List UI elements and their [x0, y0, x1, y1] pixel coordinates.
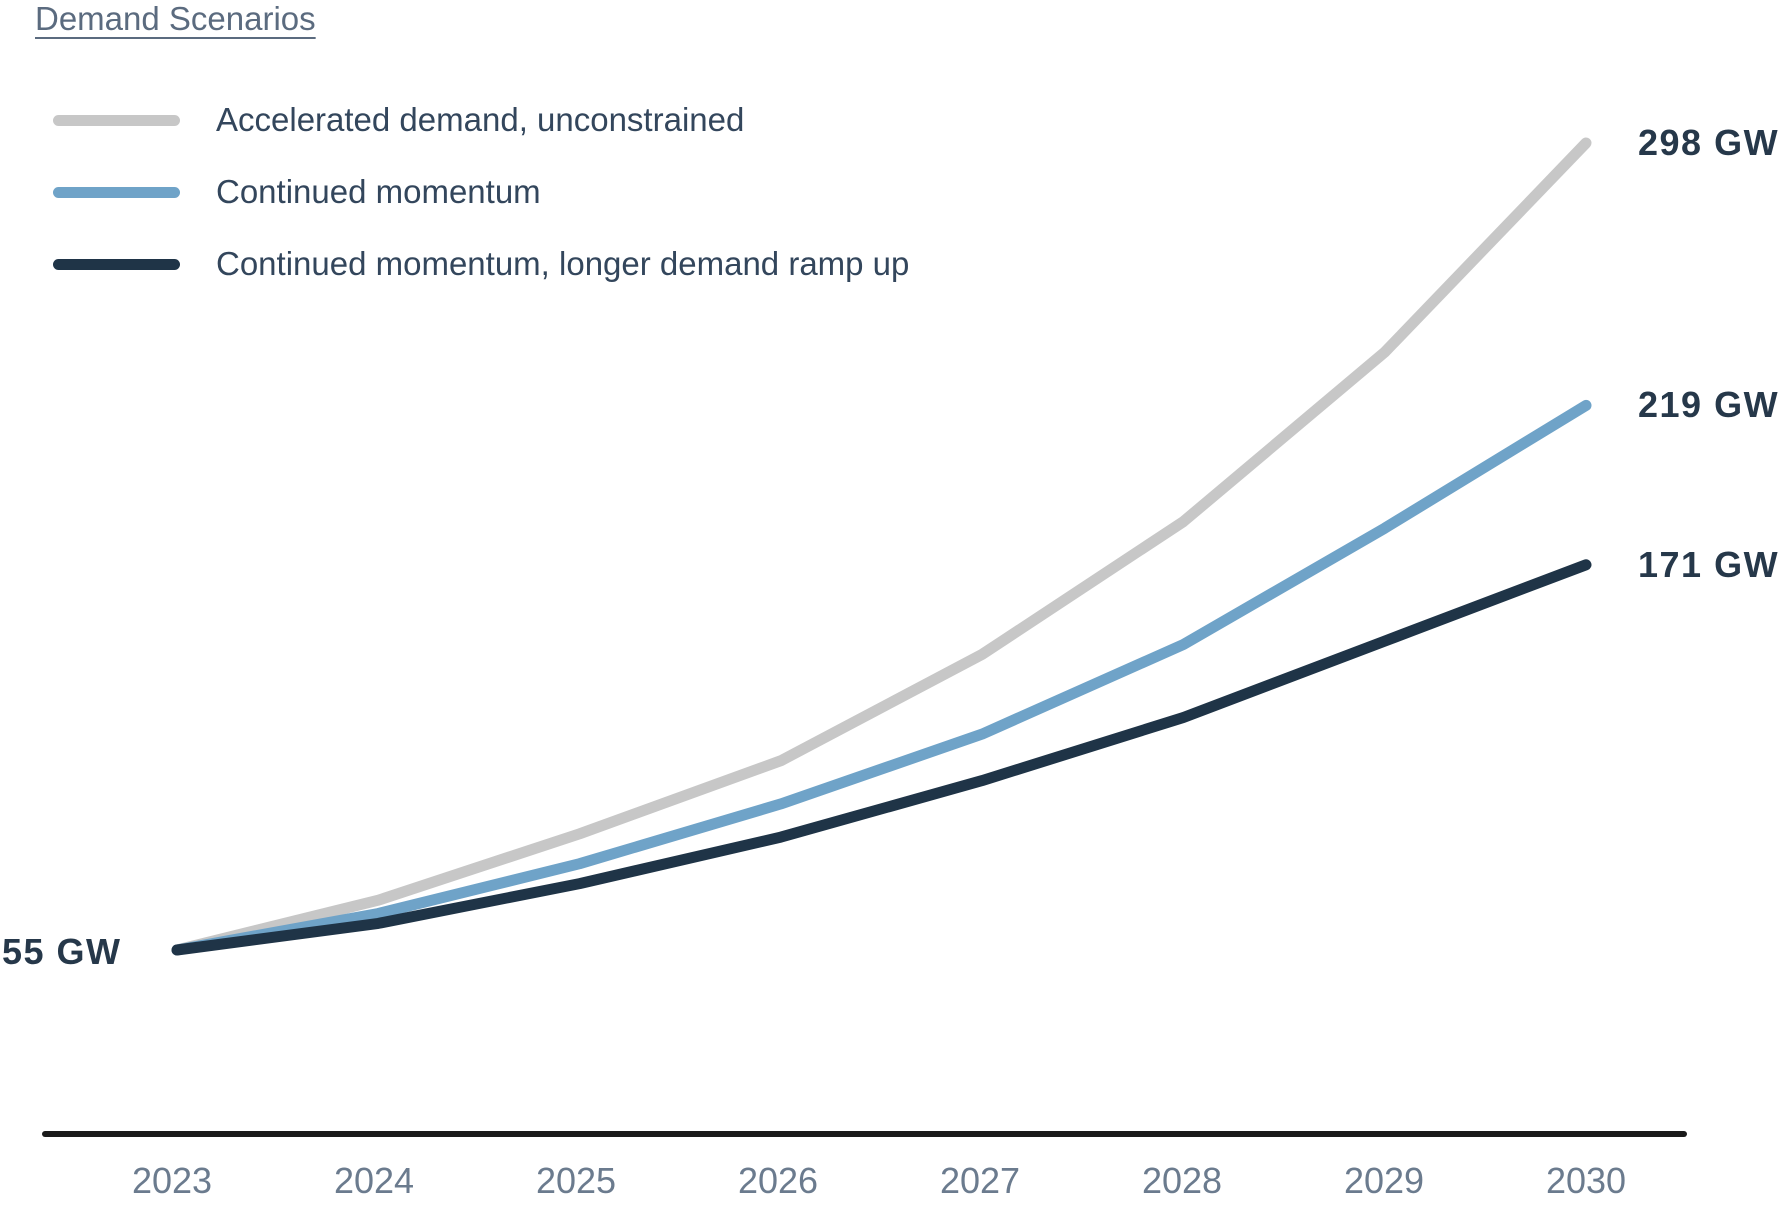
- legend-swatch-gray-line: [53, 114, 180, 126]
- end-value-label-longer-ramp-up: 171 GW: [1638, 543, 1780, 585]
- legend-swatch-blue-line: [53, 186, 180, 198]
- legend-swatch-navy-line: [53, 258, 180, 270]
- legend-label: Accelerated demand, unconstrained: [216, 101, 745, 138]
- legend: Accelerated demand, unconstrained Contin…: [53, 96, 909, 312]
- x-tick-2027: 2027: [939, 1160, 1021, 1201]
- legend-label: Continued momentum, longer demand ramp u…: [216, 245, 910, 282]
- x-axis-line: [42, 1131, 1687, 1137]
- x-tick-2023: 2023: [131, 1160, 213, 1201]
- series-line-continued-momentum: [171, 399, 1592, 956]
- start-value-label: 55 GW: [2, 931, 122, 972]
- end-value-label-accelerated: 298 GW: [1638, 122, 1780, 163]
- x-tick-2024: 2024: [333, 1160, 415, 1201]
- series-line-accelerated-demand: [171, 137, 1592, 956]
- end-value-label-continued-momentum: 219 GW: [1638, 384, 1780, 426]
- x-tick-2028: 2028: [1141, 1160, 1223, 1201]
- chart-title: Demand Scenarios: [35, 0, 316, 37]
- x-tick-2025: 2025: [535, 1160, 617, 1201]
- series-line-longer-ramp-up: [171, 559, 1592, 956]
- x-tick-2030: 2030: [1545, 1160, 1627, 1201]
- legend-item-longer-ramp-up: Continued momentum, longer demand ramp u…: [53, 240, 909, 288]
- x-tick-2026: 2026: [737, 1160, 819, 1201]
- legend-item-continued-momentum: Continued momentum: [53, 168, 909, 216]
- legend-label: Continued momentum: [216, 173, 541, 210]
- x-tick-2029: 2029: [1343, 1160, 1425, 1201]
- legend-item-accelerated: Accelerated demand, unconstrained: [53, 96, 909, 144]
